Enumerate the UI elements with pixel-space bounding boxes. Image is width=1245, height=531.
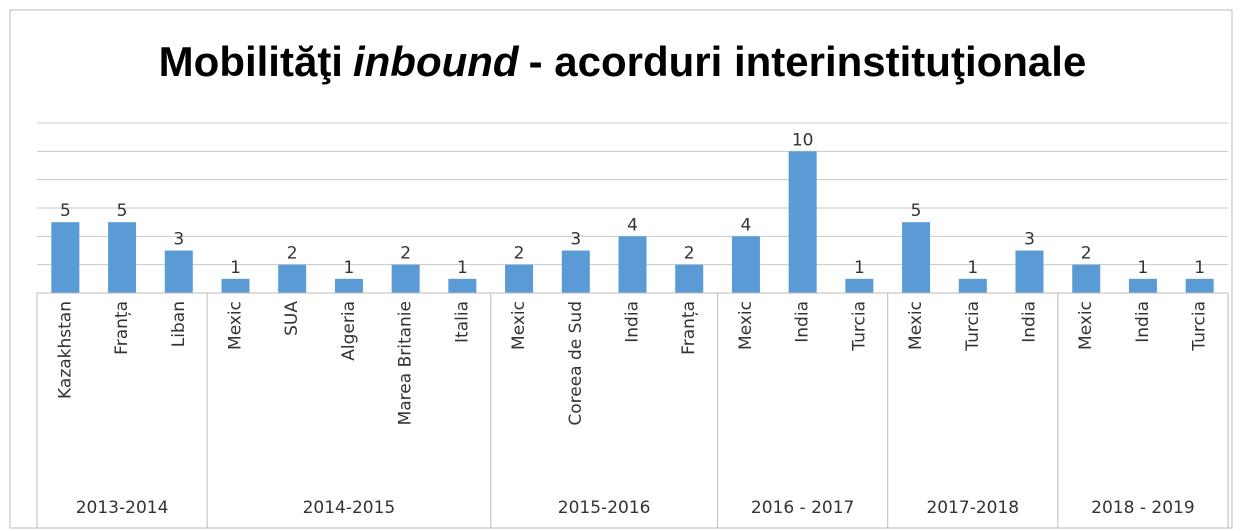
data-label: 3 — [1024, 230, 1035, 250]
x-tick-label: Turcia — [1190, 301, 1210, 352]
bar — [731, 236, 760, 293]
bar — [561, 250, 590, 293]
bar — [108, 222, 137, 293]
bar — [391, 264, 420, 293]
group-label: 2018 - 2019 — [1091, 498, 1194, 518]
bar — [675, 264, 704, 293]
x-tick-label: Mexic — [1076, 301, 1096, 350]
bar — [788, 151, 817, 293]
x-tick-label: Italia — [452, 301, 472, 343]
x-tick-label: Franța — [112, 301, 132, 355]
group-label: 2016 - 2017 — [751, 498, 854, 518]
x-tick-label: Kazakhstan — [55, 301, 75, 399]
bar — [1015, 250, 1044, 293]
bar — [334, 278, 363, 293]
bar — [958, 278, 987, 293]
x-tick-label: India — [623, 301, 643, 343]
group-label: 2017-2018 — [926, 498, 1019, 518]
x-tick-label: India — [1020, 301, 1040, 343]
bar — [448, 278, 477, 293]
data-label: 1 — [344, 258, 355, 278]
title-part: Mobilităţi — [158, 38, 343, 85]
x-tick-label: SUA — [282, 301, 302, 336]
bar — [1185, 278, 1214, 293]
bar — [845, 278, 874, 293]
data-label: 2 — [400, 244, 411, 264]
data-label: 4 — [741, 215, 752, 235]
group-label: 2013-2014 — [76, 498, 169, 518]
data-label: 2 — [287, 244, 298, 264]
data-label: 2 — [684, 244, 695, 264]
bar — [1072, 264, 1101, 293]
chart-title: Mobilităţi inbound - acorduri interinstitu… — [0, 38, 1245, 86]
title-part: - acorduri interinstituţionale — [528, 38, 1087, 85]
data-label: 1 — [457, 258, 468, 278]
x-tick-label: Franța — [679, 301, 699, 355]
data-label: 1 — [230, 258, 241, 278]
group-label: 2014-2015 — [303, 498, 396, 518]
bar — [278, 264, 307, 293]
bar — [618, 236, 647, 293]
bar — [221, 278, 250, 293]
x-tick-label: Coreea de Sud — [566, 301, 586, 426]
data-label: 3 — [570, 230, 581, 250]
x-tick-label: Turcia — [849, 301, 869, 352]
x-tick-label: India — [793, 301, 813, 343]
chart-border — [9, 9, 1233, 529]
bar — [164, 250, 193, 293]
x-tick-label: India — [1133, 301, 1153, 343]
bar — [1128, 278, 1157, 293]
data-label: 10 — [792, 130, 814, 150]
x-tick-label: Mexic — [226, 301, 246, 350]
x-tick-label: Mexic — [906, 301, 926, 350]
title-part: inbound — [352, 38, 519, 85]
data-label: 1 — [1138, 258, 1149, 278]
data-label: 1 — [1194, 258, 1205, 278]
data-label: 1 — [967, 258, 978, 278]
x-tick-label: Algeria — [339, 301, 359, 361]
x-tick-label: Liban — [169, 301, 189, 347]
data-label: 2 — [514, 244, 525, 264]
bar — [902, 222, 931, 293]
x-tick-label: Marea Britanie — [396, 301, 416, 425]
data-label: 4 — [627, 215, 638, 235]
bar — [51, 222, 80, 293]
data-label: 5 — [117, 201, 128, 221]
x-tick-label: Mexic — [509, 301, 529, 350]
group-label: 2015-2016 — [558, 498, 651, 518]
data-label: 5 — [60, 201, 71, 221]
x-tick-label: Mexic — [736, 301, 756, 350]
data-label: 2 — [1081, 244, 1092, 264]
data-label: 1 — [854, 258, 865, 278]
data-label: 3 — [173, 230, 184, 250]
x-tick-label: Turcia — [963, 301, 983, 352]
bar — [505, 264, 534, 293]
data-label: 5 — [911, 201, 922, 221]
